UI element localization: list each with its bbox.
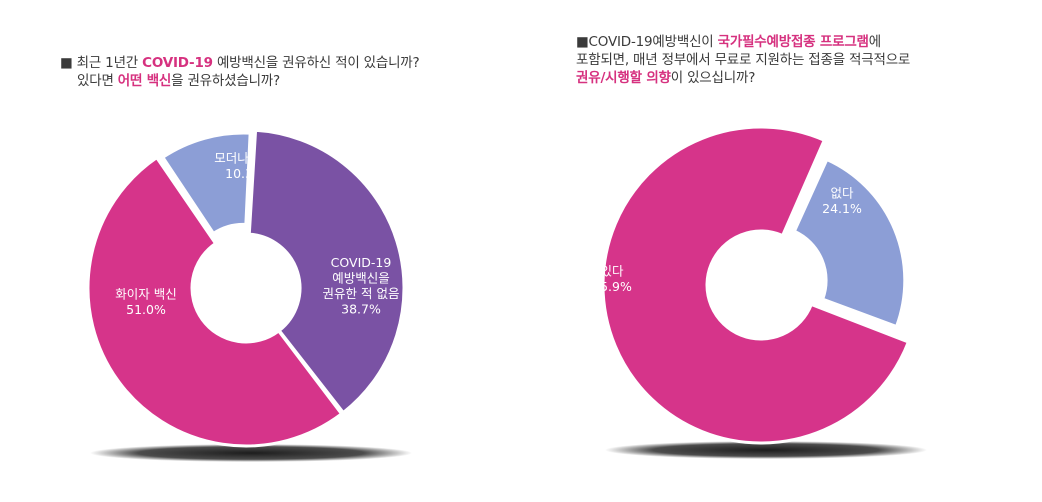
- slice-label-text: 화이자 백신: [115, 286, 176, 301]
- question-line-2: 있다면 어떤 백신을 권유하셨습니까?: [60, 72, 420, 90]
- donut-chart: 모더나 백신 10.3%COVID-19 예방백신을 권유한 적 없음 38.7%화이자…: [86, 128, 413, 462]
- slice-label: COVID-19 예방백신을 권유한 적 없음 38.7%: [323, 255, 400, 317]
- slice-label-text: 예방백신을: [332, 270, 390, 285]
- donut-slice: [86, 155, 344, 448]
- question-highlight: COVID-19: [142, 55, 213, 71]
- donut-shadow: [89, 444, 413, 462]
- donut-chart: 없다 24.1% 있다 75.9%: [592, 125, 928, 459]
- slice-label: 있다 75.9%: [592, 263, 632, 294]
- slice-label: 화이자 백신 51.0%: [115, 286, 176, 317]
- donut-shadow: [604, 441, 928, 459]
- chart-question: ■COVID-19예방백신이 국가필수예방접종 프로그램에 포함되면, 매년 정…: [576, 33, 910, 87]
- question-text: 있다면: [77, 73, 118, 89]
- donut-slice: [160, 131, 252, 236]
- slice-label-text: 있다: [600, 263, 624, 278]
- slice-value-label: 38.7%: [341, 301, 381, 316]
- question-highlight: 어떤 백신: [117, 73, 172, 89]
- donut-slice: [601, 125, 911, 445]
- question-line-3: 권유/시행할 의향이 있으십니까?: [576, 69, 910, 87]
- slice-label: 없다 24.1%: [822, 185, 862, 216]
- slice-label-text: 없다: [830, 185, 854, 200]
- slice-value-label: 75.9%: [592, 279, 632, 294]
- chart-panel-national-program-intent: ■COVID-19예방백신이 국가필수예방접종 프로그램에 포함되면, 매년 정…: [521, 0, 1042, 502]
- question-text: 에: [868, 34, 881, 50]
- question-highlight: 국가필수예방접종 프로그램: [717, 34, 869, 50]
- question-line-1: ■ 최근 1년간 COVID-19 예방백신을 권유하신 적이 있습니까?: [60, 54, 420, 72]
- question-line-2: 포함되면, 매년 정부에서 무료로 지원하는 접종을 적극적으로: [576, 51, 910, 69]
- question-text: ■COVID-19예방백신이: [576, 34, 718, 50]
- slice-value-label: 24.1%: [822, 201, 862, 216]
- question-highlight: 권유/시행할 의향: [576, 70, 671, 86]
- question-line-1: ■COVID-19예방백신이 국가필수예방접종 프로그램에: [576, 33, 910, 51]
- chart-question: ■ 최근 1년간 COVID-19 예방백신을 권유하신 적이 있습니까? 있다…: [60, 54, 420, 90]
- question-text: ■ 최근 1년간: [60, 55, 143, 71]
- question-text: 포함되면, 매년 정부에서 무료로 지원하는 접종을 적극적으로: [576, 52, 911, 68]
- donut-slice: [792, 157, 907, 329]
- question-text: 이 있으십니까?: [670, 70, 756, 86]
- slice-label-text: 권유한 적 없음: [323, 286, 400, 301]
- slice-value-label: 51.0%: [126, 302, 166, 317]
- slice-label-text: COVID-19: [331, 255, 392, 270]
- question-text: 을 권유하셨습니까?: [171, 73, 280, 89]
- chart-panel-vaccine-recommendation: ■ 최근 1년간 COVID-19 예방백신을 권유하신 적이 있습니까? 있다…: [60, 54, 420, 462]
- question-text: 예방백신을 권유하신 적이 있습니까?: [212, 55, 420, 71]
- donut-slice: [247, 128, 406, 415]
